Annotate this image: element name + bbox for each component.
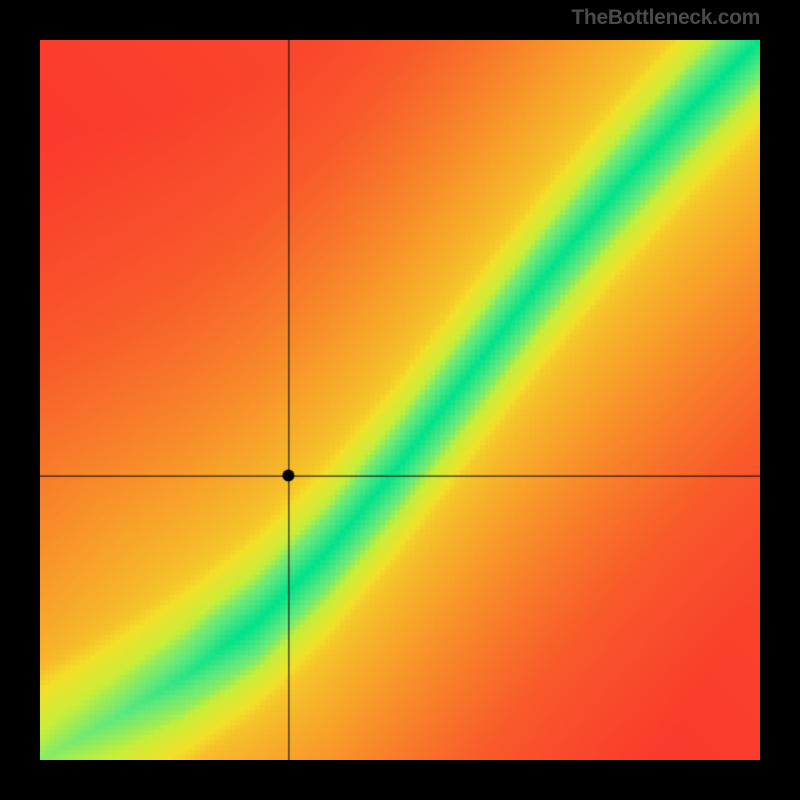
plot-frame <box>40 40 760 760</box>
attribution-text: TheBottleneck.com <box>571 6 760 30</box>
heatmap-canvas <box>40 40 760 760</box>
page-root: TheBottleneck.com <box>0 0 800 800</box>
